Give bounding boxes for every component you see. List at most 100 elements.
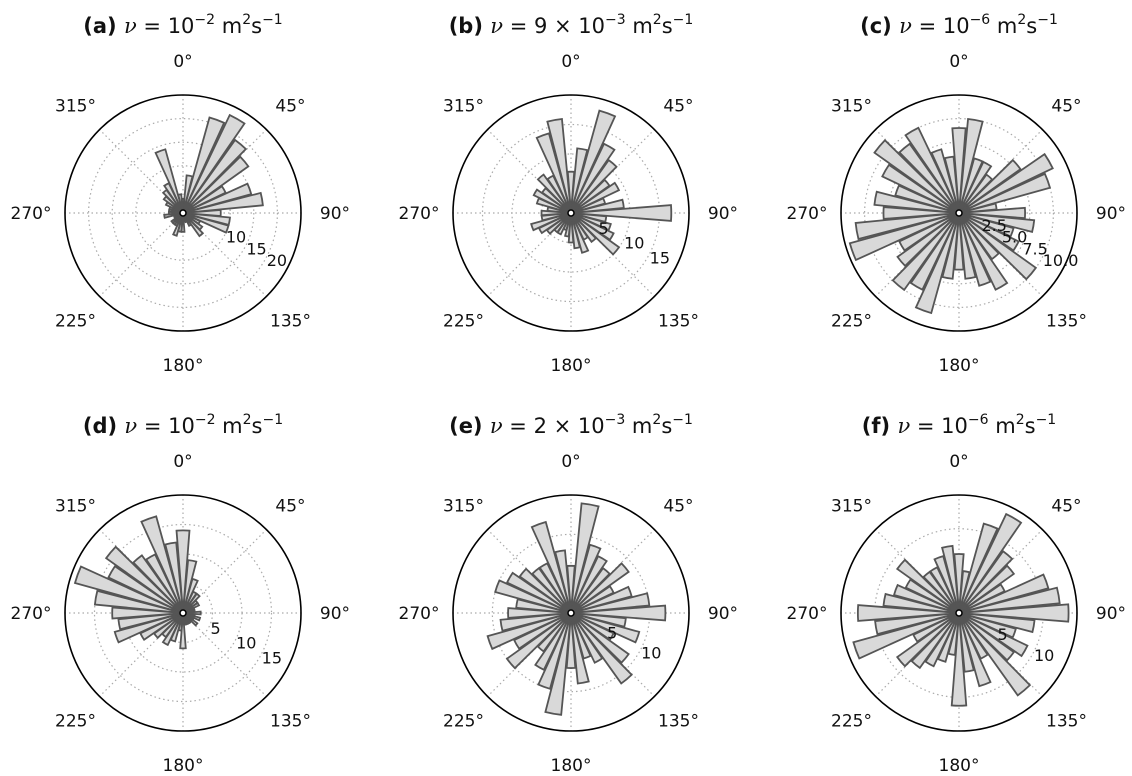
rose-bar [570, 109, 617, 214]
angular-gridline [99, 129, 184, 214]
panel-letter: (a) [83, 14, 124, 38]
rose-bar [856, 604, 960, 622]
rose-bar [958, 212, 1020, 252]
angle-label: 135° [1046, 711, 1087, 731]
center-marker [955, 609, 963, 617]
units-mid: s [1026, 14, 1037, 38]
rose-bar [182, 113, 246, 214]
rose-bar [534, 612, 572, 671]
rose-bar [111, 606, 184, 620]
rose-bar [132, 554, 184, 614]
rose-bar [854, 212, 960, 241]
angle-label: 270° [399, 204, 440, 224]
rose-bar [848, 212, 960, 262]
angle-label: 315° [55, 97, 96, 117]
units-mid: s [251, 14, 262, 38]
rose-bar [570, 181, 621, 214]
rose-bar [570, 198, 625, 214]
rose-bar [958, 158, 1022, 214]
radial-tick-label: 10.0 [1043, 251, 1079, 270]
radial-tick-label: 15 [650, 248, 670, 267]
rose-bar [540, 209, 572, 217]
rose-bar [898, 142, 960, 214]
angle-label: 0° [173, 452, 192, 472]
angle-label: 90° [320, 204, 350, 224]
rose-bar [958, 573, 1050, 614]
units-mid: s [252, 414, 263, 438]
units-base: m [989, 414, 1016, 438]
units-base: m [626, 14, 653, 38]
radial-tick-label: 2.5 [981, 216, 1006, 235]
panel-letter: (d) [83, 414, 125, 438]
rose-bar [943, 155, 960, 214]
units-base: m [215, 414, 242, 438]
rose-bar [565, 612, 577, 669]
angle-label: 0° [949, 452, 968, 472]
angular-gridline [99, 612, 184, 697]
rose-bar [179, 612, 187, 650]
radial-tick-label: 10 [624, 234, 644, 253]
polar-outline [64, 94, 302, 332]
rose-bar [175, 529, 191, 614]
rose-bar [117, 612, 184, 631]
rose-bar [958, 549, 1014, 614]
rose-bar [113, 612, 184, 644]
angular-gridline [182, 612, 267, 697]
rose-bar [144, 553, 184, 614]
nu-value: = 10 [912, 14, 970, 38]
nu-symbol: ν [124, 414, 137, 438]
radial-tick-label: 7.5 [1022, 239, 1047, 258]
rose-bar [958, 612, 975, 673]
angle-label: 135° [658, 311, 699, 331]
nu-exponent: −3 [605, 12, 626, 28]
units-exp-1: 2 [1016, 412, 1025, 428]
rose-bar [570, 592, 651, 614]
rose-bar [104, 545, 184, 614]
radial-tick-label: 20 [267, 251, 287, 270]
radial-tick-label: 5 [211, 619, 221, 638]
angle-label: 225° [831, 711, 872, 731]
units-exp-1: 2 [653, 12, 662, 28]
rose-bar [910, 612, 960, 670]
panel-title: (f) ν = 10−6 m2s−1 [862, 412, 1056, 438]
angle-label: 135° [270, 311, 311, 331]
radial-tick-label: 10 [1034, 646, 1054, 665]
panel-letter: (b) [449, 14, 491, 38]
rose-bar [535, 132, 572, 214]
angle-label: 135° [658, 711, 699, 731]
nu-value: = 10 [137, 414, 195, 438]
rose-bar [182, 116, 226, 214]
rose-bar [570, 612, 630, 664]
radial-tick-label: 10 [236, 634, 256, 653]
rose-bar [941, 544, 960, 614]
nu-value: = 9 × 10 [503, 14, 605, 38]
rose-bar [570, 204, 673, 222]
polar-outline [64, 494, 302, 732]
rose-bar [958, 512, 1023, 614]
angle-label: 45° [275, 97, 305, 117]
angle-label: 0° [561, 452, 580, 472]
rose-bar [518, 567, 572, 614]
rose-bar [513, 612, 572, 650]
panel-letter: (f) [862, 414, 898, 438]
nu-value: = 10 [910, 414, 968, 438]
units-base: m [215, 14, 242, 38]
nu-symbol: ν [490, 14, 503, 38]
rose-bar [958, 603, 1070, 623]
rose-bar [958, 564, 1016, 614]
angle-label: 315° [831, 97, 872, 117]
nu-symbol: ν [490, 414, 503, 438]
rose-bar [898, 212, 960, 252]
rose-bar [570, 555, 608, 614]
rose-bar [570, 212, 598, 244]
rose-bar [567, 212, 575, 244]
rose-bar [873, 138, 960, 214]
rose-bar [154, 148, 184, 214]
rose-bar [530, 520, 572, 614]
rose-bar [852, 612, 960, 660]
angle-label: 270° [787, 204, 828, 224]
angle-label: 180° [163, 756, 204, 776]
angle-label: 45° [663, 97, 693, 117]
angle-label: 225° [55, 711, 96, 731]
radial-tick-label: 15 [246, 239, 266, 258]
